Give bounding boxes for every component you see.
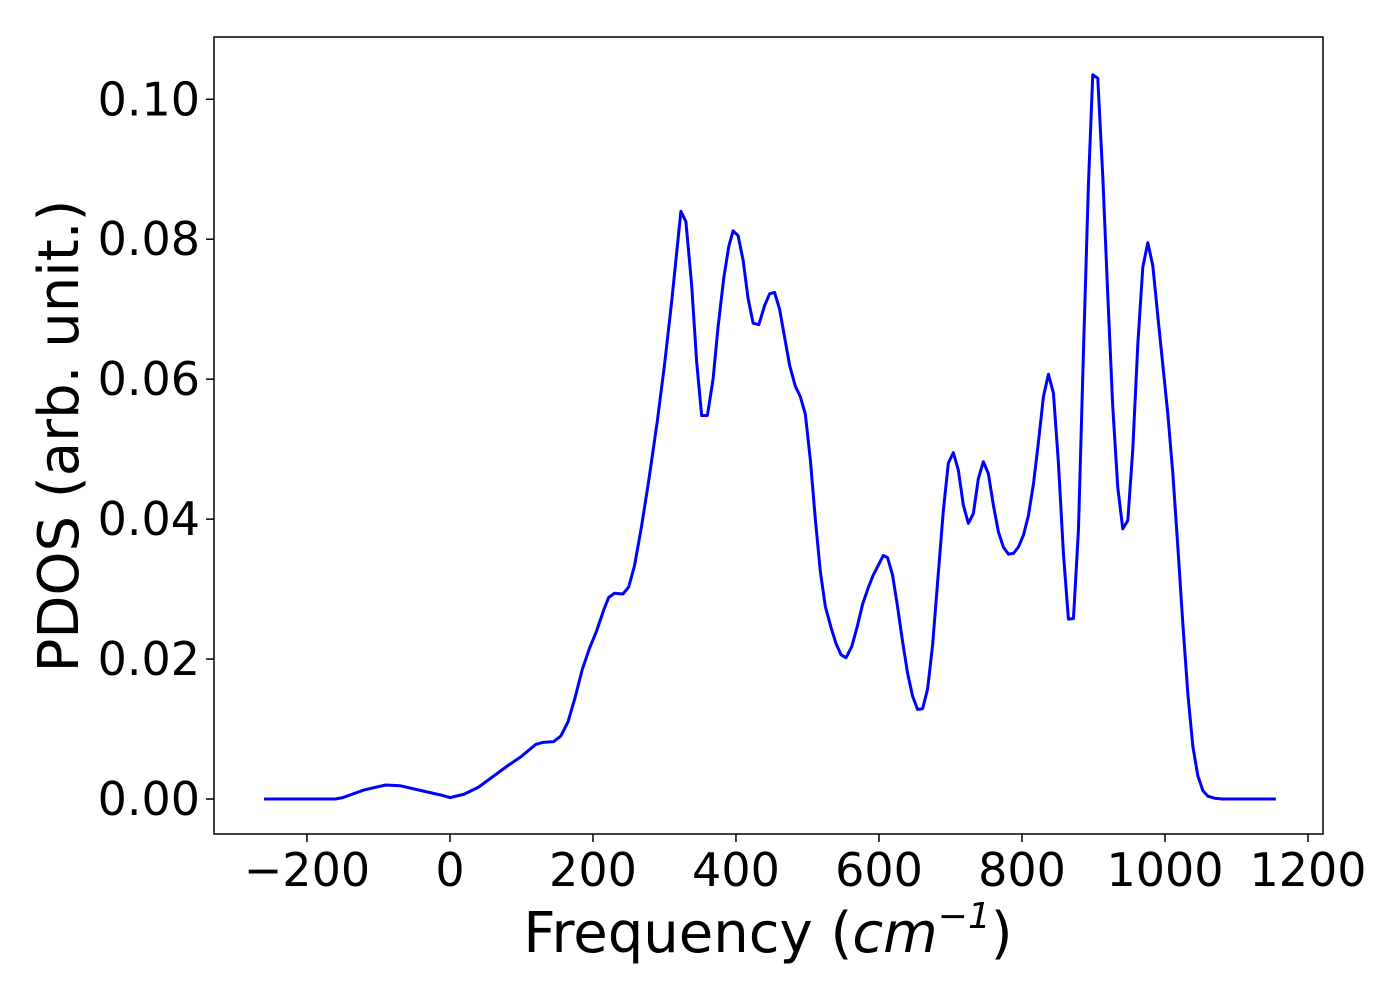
x-axis-label-text: Frequency ( <box>523 901 852 966</box>
y-tick-label: 0.04 <box>98 492 200 546</box>
x-tick-label: 200 <box>549 843 637 897</box>
x-axis-label-sup: −1 <box>938 896 991 937</box>
x-tick-label: 0 <box>435 843 464 897</box>
plot-frame <box>213 36 1324 835</box>
data-line <box>264 73 1276 801</box>
x-tick-label: 600 <box>835 843 923 897</box>
x-axis-label-math: cm <box>852 901 937 966</box>
x-tick-label: 1000 <box>1106 843 1223 897</box>
y-axis-label: PDOS (arb. unit.) <box>27 200 92 673</box>
y-tick-label: 0.00 <box>98 772 200 826</box>
x-tick-label: 400 <box>692 843 780 897</box>
y-tick-label: 0.02 <box>98 632 200 686</box>
y-tick-label: 0.08 <box>98 212 200 266</box>
y-tick-label: 0.06 <box>98 352 200 406</box>
x-axis-label-close: ) <box>991 901 1013 966</box>
x-axis-label: Frequency (cm−1) <box>523 896 1012 966</box>
y-tick-label: 0.10 <box>98 72 200 126</box>
x-tick-label: 800 <box>978 843 1066 897</box>
x-tick-label: 1200 <box>1249 843 1366 897</box>
x-tick-label: −200 <box>244 843 370 897</box>
